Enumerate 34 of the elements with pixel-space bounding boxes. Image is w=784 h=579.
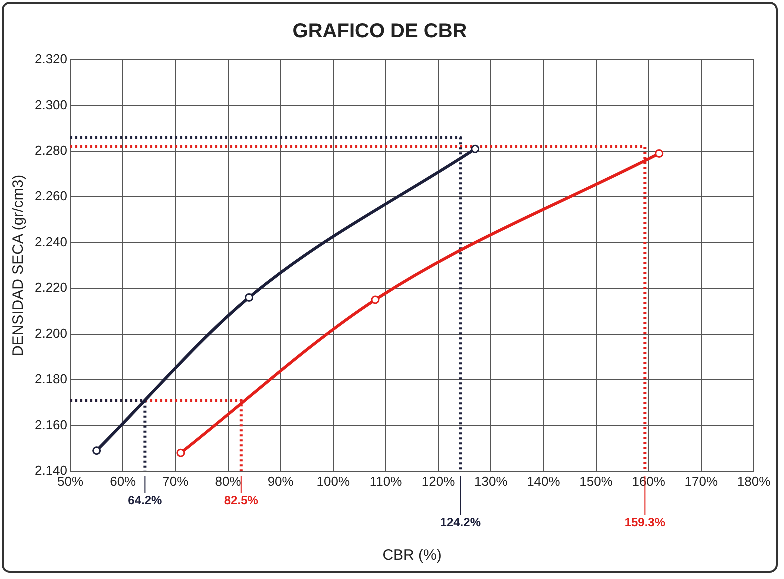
x-tick-label: 120% — [422, 474, 456, 489]
x-axis-title: CBR (%) — [382, 547, 442, 564]
y-tick-label: 2.260 — [34, 188, 68, 204]
point — [245, 293, 254, 302]
x-tick-label: 110% — [370, 474, 403, 489]
x-tick-label: 90% — [268, 474, 294, 489]
point — [371, 296, 380, 304]
y-tick-label: 2.180 — [34, 372, 68, 387]
y-tick-label: 2.200 — [34, 326, 68, 341]
y-tick-label: 2.300 — [34, 97, 68, 112]
y-tick-label: 2.160 — [34, 417, 68, 432]
x-tick-label: 80% — [215, 474, 242, 489]
x-tick-label: 130% — [474, 474, 508, 489]
x-tick-label: 60% — [110, 474, 137, 489]
annotation: 159.3% — [624, 516, 666, 530]
annotation: 64.2% — [128, 494, 163, 508]
x-tick-label: 170% — [684, 474, 718, 489]
chart-title: GRAFICO DE CBR — [292, 20, 468, 43]
point — [655, 149, 664, 158]
y-tick-label: 2.220 — [34, 280, 68, 296]
x-tick-label: 70% — [162, 474, 190, 489]
y-tick-label: 2.280 — [34, 143, 68, 158]
x-tick-label: 150% — [580, 474, 614, 489]
y-tick-label: 2.320 — [34, 52, 68, 67]
x-tick-label: 140% — [527, 474, 561, 489]
y-axis-title: DENSIDAD SECA (gr/cm3) — [10, 174, 28, 357]
point — [176, 448, 186, 458]
x-tick-label: 180% — [737, 474, 772, 489]
x-tick-label: 100% — [316, 474, 350, 489]
annotation: 82.5% — [224, 494, 259, 508]
y-tick-label: 2.240 — [34, 234, 68, 250]
point — [92, 446, 102, 456]
annotation: 124.2% — [440, 516, 482, 530]
point — [471, 144, 480, 154]
